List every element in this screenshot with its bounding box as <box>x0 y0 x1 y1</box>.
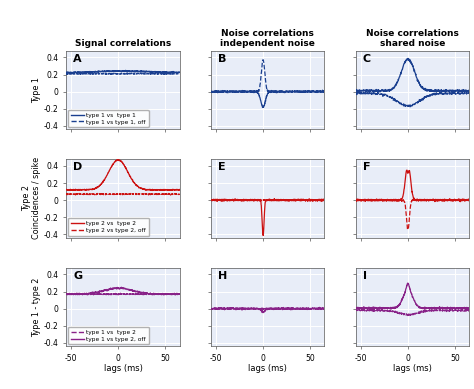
Text: E: E <box>218 162 226 172</box>
X-axis label: lags (ms): lags (ms) <box>393 364 432 373</box>
Text: C: C <box>363 54 371 64</box>
Text: A: A <box>73 54 82 64</box>
Y-axis label: Type 1 - type 2: Type 1 - type 2 <box>32 277 41 336</box>
Text: G: G <box>73 271 82 281</box>
Text: D: D <box>73 162 82 172</box>
Text: B: B <box>218 54 227 64</box>
Text: F: F <box>363 162 370 172</box>
Legend: type 1 vs  type 2, type 1 vs type 2, off: type 1 vs type 2, type 1 vs type 2, off <box>68 327 149 345</box>
Title: Noise correlations
independent noise: Noise correlations independent noise <box>220 29 315 48</box>
X-axis label: lags (ms): lags (ms) <box>103 364 142 373</box>
Y-axis label: Type 1: Type 1 <box>32 77 41 103</box>
Legend: type 1 vs  type 1, type 1 vs type 1, off: type 1 vs type 1, type 1 vs type 1, off <box>68 110 149 128</box>
Title: Noise correlations
shared noise: Noise correlations shared noise <box>366 29 459 48</box>
Text: H: H <box>218 271 227 281</box>
Legend: type 2 vs  type 2, type 2 vs type 2, off: type 2 vs type 2, type 2 vs type 2, off <box>68 218 149 236</box>
Title: Signal correlations: Signal correlations <box>75 39 171 48</box>
X-axis label: lags (ms): lags (ms) <box>248 364 287 373</box>
Text: I: I <box>363 271 367 281</box>
Y-axis label: Type 2
Coincidences / spike: Type 2 Coincidences / spike <box>22 157 41 240</box>
